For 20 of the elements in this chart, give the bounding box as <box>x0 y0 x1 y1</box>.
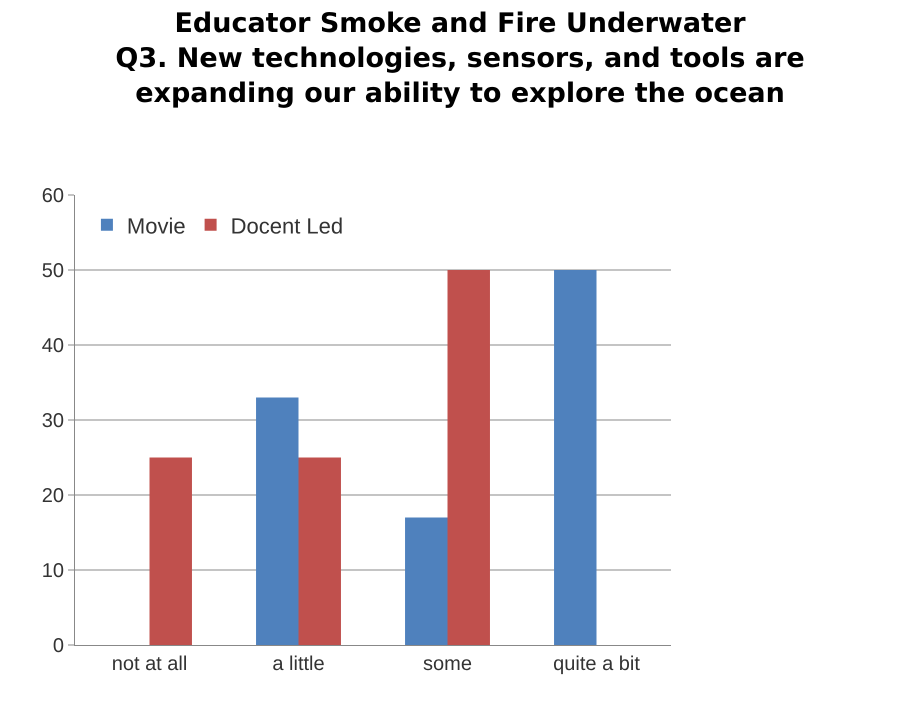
bar <box>448 270 490 645</box>
x-tick-label: not at all <box>112 653 188 675</box>
y-tick-label: 0 <box>52 635 64 657</box>
y-tick-label: 50 <box>42 260 64 282</box>
y-tick-label: 40 <box>42 335 64 357</box>
y-tick-label: 30 <box>42 410 64 432</box>
bar <box>298 458 341 645</box>
x-tick-label: a little <box>272 653 325 675</box>
legend-label: Movie <box>126 213 186 238</box>
y-tick-label: 20 <box>42 485 64 507</box>
y-tick-label: 60 <box>42 185 64 207</box>
x-tick-label: quite a bit <box>553 653 640 675</box>
bar <box>405 518 448 645</box>
chart-title: Educator Smoke and Fire Underwater Q3. New technologies, sensors, and tools are expanding our ability to explore the ocean <box>115 8 805 110</box>
bar <box>256 398 298 645</box>
bar <box>554 270 596 645</box>
x-tick-label: some <box>423 653 472 675</box>
bar <box>150 458 192 645</box>
y-tick-label: 10 <box>42 560 64 582</box>
legend-label: Docent Led <box>230 213 344 238</box>
